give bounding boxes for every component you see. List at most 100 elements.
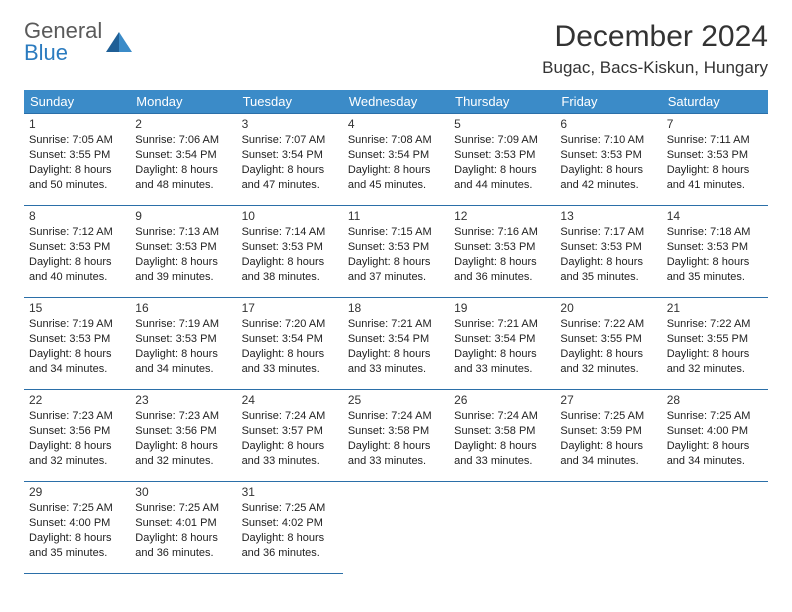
- day-info-line: Daylight: 8 hours: [667, 163, 763, 178]
- day-number: 8: [29, 209, 125, 223]
- calendar-day-cell: 14Sunrise: 7:18 AMSunset: 3:53 PMDayligh…: [662, 206, 768, 298]
- calendar-day-cell: 10Sunrise: 7:14 AMSunset: 3:53 PMDayligh…: [237, 206, 343, 298]
- calendar-week-row: 8Sunrise: 7:12 AMSunset: 3:53 PMDaylight…: [24, 206, 768, 298]
- day-number: 16: [135, 301, 231, 315]
- day-number: 12: [454, 209, 550, 223]
- day-info-line: Sunset: 3:54 PM: [135, 148, 231, 163]
- day-info-line: Sunset: 3:59 PM: [560, 424, 656, 439]
- day-info-line: Sunrise: 7:08 AM: [348, 133, 444, 148]
- calendar-day-cell: [343, 482, 449, 574]
- calendar-day-cell: 6Sunrise: 7:10 AMSunset: 3:53 PMDaylight…: [555, 114, 661, 206]
- day-info-line: Daylight: 8 hours: [242, 255, 338, 270]
- day-info-line: Sunrise: 7:17 AM: [560, 225, 656, 240]
- day-info-line: Sunrise: 7:19 AM: [29, 317, 125, 332]
- day-info-line: and 33 minutes.: [348, 362, 444, 377]
- day-info-line: Daylight: 8 hours: [242, 531, 338, 546]
- calendar-week-row: 1Sunrise: 7:05 AMSunset: 3:55 PMDaylight…: [24, 114, 768, 206]
- calendar-day-cell: [555, 482, 661, 574]
- day-number: 23: [135, 393, 231, 407]
- day-info-line: and 32 minutes.: [560, 362, 656, 377]
- location: Bugac, Bacs-Kiskun, Hungary: [542, 58, 768, 78]
- day-number: 7: [667, 117, 763, 131]
- calendar-day-cell: 9Sunrise: 7:13 AMSunset: 3:53 PMDaylight…: [130, 206, 236, 298]
- day-info-line: Daylight: 8 hours: [242, 163, 338, 178]
- day-number: 2: [135, 117, 231, 131]
- day-info-line: and 37 minutes.: [348, 270, 444, 285]
- day-number: 29: [29, 485, 125, 499]
- day-info-line: Sunrise: 7:07 AM: [242, 133, 338, 148]
- day-info-line: Sunset: 3:58 PM: [454, 424, 550, 439]
- calendar-day-cell: 3Sunrise: 7:07 AMSunset: 3:54 PMDaylight…: [237, 114, 343, 206]
- day-info-line: Daylight: 8 hours: [560, 347, 656, 362]
- day-info-line: Daylight: 8 hours: [29, 347, 125, 362]
- day-info-line: and 35 minutes.: [667, 270, 763, 285]
- calendar-week-row: 15Sunrise: 7:19 AMSunset: 3:53 PMDayligh…: [24, 298, 768, 390]
- day-info-line: Daylight: 8 hours: [560, 163, 656, 178]
- day-info-line: Sunrise: 7:25 AM: [560, 409, 656, 424]
- day-info-line: Sunrise: 7:19 AM: [135, 317, 231, 332]
- day-info-line: and 42 minutes.: [560, 178, 656, 193]
- day-info-line: Sunrise: 7:14 AM: [242, 225, 338, 240]
- calendar-day-cell: 20Sunrise: 7:22 AMSunset: 3:55 PMDayligh…: [555, 298, 661, 390]
- calendar-day-cell: 16Sunrise: 7:19 AMSunset: 3:53 PMDayligh…: [130, 298, 236, 390]
- day-info-line: Daylight: 8 hours: [348, 347, 444, 362]
- calendar-day-cell: [662, 482, 768, 574]
- calendar-day-cell: 7Sunrise: 7:11 AMSunset: 3:53 PMDaylight…: [662, 114, 768, 206]
- day-info-line: Sunrise: 7:21 AM: [454, 317, 550, 332]
- day-info-line: Sunrise: 7:15 AM: [348, 225, 444, 240]
- day-info-line: and 35 minutes.: [29, 546, 125, 561]
- calendar-day-cell: 8Sunrise: 7:12 AMSunset: 3:53 PMDaylight…: [24, 206, 130, 298]
- day-info-line: Sunset: 3:53 PM: [667, 148, 763, 163]
- day-info-line: Daylight: 8 hours: [560, 439, 656, 454]
- day-info-line: Sunrise: 7:06 AM: [135, 133, 231, 148]
- day-info-line: Sunset: 3:53 PM: [135, 240, 231, 255]
- day-info-line: Sunset: 3:58 PM: [348, 424, 444, 439]
- calendar-day-cell: 5Sunrise: 7:09 AMSunset: 3:53 PMDaylight…: [449, 114, 555, 206]
- calendar-day-cell: 22Sunrise: 7:23 AMSunset: 3:56 PMDayligh…: [24, 390, 130, 482]
- calendar-day-cell: 19Sunrise: 7:21 AMSunset: 3:54 PMDayligh…: [449, 298, 555, 390]
- day-info-line: and 34 minutes.: [135, 362, 231, 377]
- day-info-line: and 32 minutes.: [135, 454, 231, 469]
- day-info-line: Sunrise: 7:25 AM: [135, 501, 231, 516]
- day-info-line: Daylight: 8 hours: [667, 255, 763, 270]
- day-info-line: Sunset: 3:55 PM: [667, 332, 763, 347]
- day-info-line: Sunrise: 7:25 AM: [29, 501, 125, 516]
- weekday-header: Monday: [130, 90, 236, 114]
- day-info-line: Sunset: 3:53 PM: [454, 148, 550, 163]
- calendar-day-cell: 18Sunrise: 7:21 AMSunset: 3:54 PMDayligh…: [343, 298, 449, 390]
- day-info-line: Sunrise: 7:24 AM: [348, 409, 444, 424]
- calendar-week-row: 22Sunrise: 7:23 AMSunset: 3:56 PMDayligh…: [24, 390, 768, 482]
- day-number: 26: [454, 393, 550, 407]
- calendar-day-cell: 28Sunrise: 7:25 AMSunset: 4:00 PMDayligh…: [662, 390, 768, 482]
- day-number: 10: [242, 209, 338, 223]
- day-info-line: and 44 minutes.: [454, 178, 550, 193]
- day-info-line: and 38 minutes.: [242, 270, 338, 285]
- month-title: December 2024: [542, 20, 768, 54]
- day-info-line: Sunset: 3:54 PM: [242, 148, 338, 163]
- day-info-line: and 34 minutes.: [667, 454, 763, 469]
- calendar-day-cell: 27Sunrise: 7:25 AMSunset: 3:59 PMDayligh…: [555, 390, 661, 482]
- day-info-line: and 34 minutes.: [29, 362, 125, 377]
- day-number: 9: [135, 209, 231, 223]
- day-info-line: Sunrise: 7:22 AM: [667, 317, 763, 332]
- day-info-line: Daylight: 8 hours: [242, 347, 338, 362]
- day-info-line: and 34 minutes.: [560, 454, 656, 469]
- day-info-line: Sunset: 3:55 PM: [560, 332, 656, 347]
- day-info-line: Daylight: 8 hours: [29, 163, 125, 178]
- logo-triangle-icon: [106, 32, 132, 52]
- day-info-line: Daylight: 8 hours: [29, 255, 125, 270]
- day-info-line: Daylight: 8 hours: [135, 347, 231, 362]
- day-info-line: Daylight: 8 hours: [29, 439, 125, 454]
- day-info-line: and 47 minutes.: [242, 178, 338, 193]
- day-info-line: and 32 minutes.: [667, 362, 763, 377]
- day-info-line: Sunset: 4:02 PM: [242, 516, 338, 531]
- day-number: 6: [560, 117, 656, 131]
- day-info-line: and 33 minutes.: [454, 454, 550, 469]
- day-info-line: and 36 minutes.: [242, 546, 338, 561]
- day-info-line: Sunrise: 7:24 AM: [454, 409, 550, 424]
- day-info-line: Daylight: 8 hours: [135, 531, 231, 546]
- day-info-line: Sunrise: 7:10 AM: [560, 133, 656, 148]
- day-info-line: and 50 minutes.: [29, 178, 125, 193]
- day-info-line: Sunset: 3:54 PM: [454, 332, 550, 347]
- day-info-line: and 36 minutes.: [454, 270, 550, 285]
